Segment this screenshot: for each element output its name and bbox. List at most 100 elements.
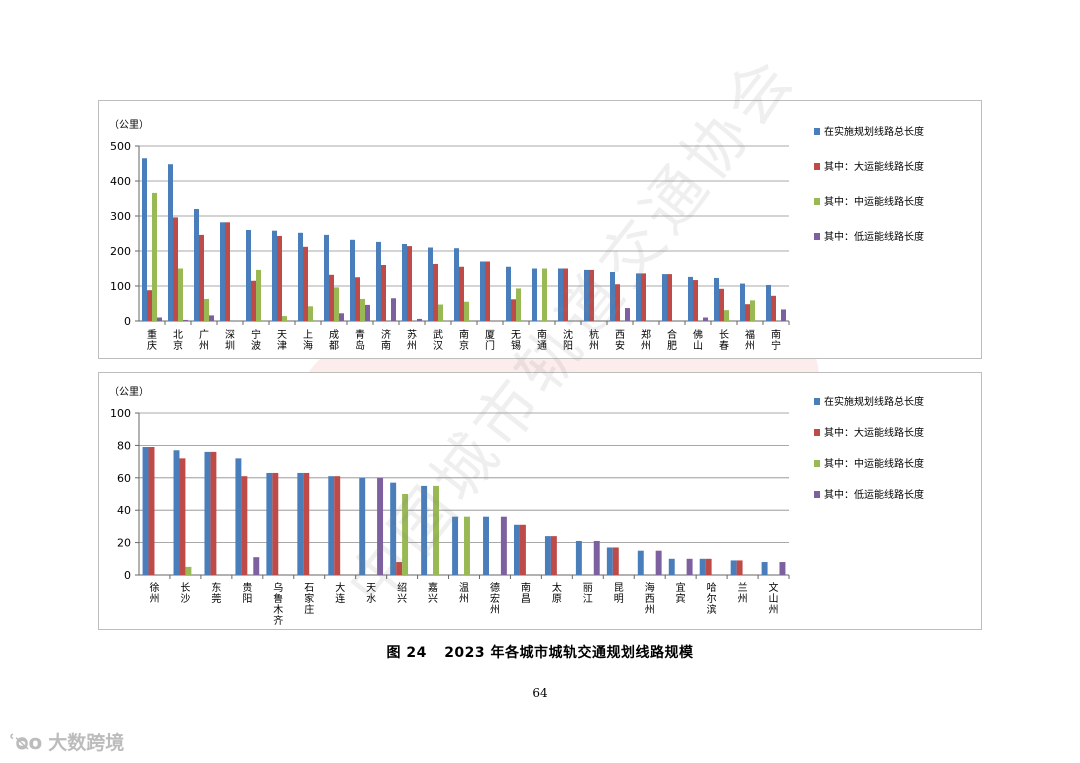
- x-category-label: 州: [459, 593, 469, 605]
- bar-large: [511, 299, 516, 321]
- legend-label: 在实施规划线路总长度: [824, 125, 924, 138]
- x-category-label: 温: [459, 582, 469, 594]
- bar-total: [297, 472, 304, 575]
- x-category-label: 广: [199, 329, 209, 341]
- y-tick-label: 300: [110, 210, 131, 223]
- x-category-label: 安: [615, 339, 625, 352]
- x-category-label: 明: [614, 593, 624, 605]
- x-category-label: 沙: [180, 593, 190, 605]
- bar-medium: [334, 287, 339, 321]
- bar-large: [589, 269, 594, 321]
- bar-total: [610, 272, 615, 321]
- bar-large: [736, 560, 743, 575]
- x-category-label: 都: [329, 340, 339, 352]
- x-category-label: 州: [769, 604, 779, 616]
- x-category-label: 岛: [355, 339, 365, 352]
- bar-medium: [204, 298, 209, 321]
- bar-total: [688, 276, 693, 321]
- x-category-label: 贵: [242, 581, 252, 594]
- bar-low: [253, 557, 260, 575]
- y-tick-label: 40: [117, 504, 131, 517]
- bar-total: [235, 458, 242, 575]
- x-category-label: 宁: [771, 339, 781, 352]
- x-category-label: 阳: [242, 593, 252, 605]
- x-category-label: 水: [366, 593, 376, 605]
- x-category-label: 嘉: [428, 581, 438, 594]
- legend-label: 其中：中运能线路长度: [824, 195, 924, 208]
- bar-large: [303, 472, 310, 575]
- x-category-label: 成: [329, 329, 339, 341]
- x-category-label: 上: [303, 329, 313, 341]
- x-category-label: 海: [645, 581, 655, 594]
- bar-large: [396, 562, 403, 575]
- x-category-label: 德: [490, 581, 500, 594]
- x-category-label: 汉: [433, 340, 443, 352]
- bar-chart-top: （公里）0100200300400500重庆北京广州深圳宁波天津上海成都青岛济南…: [109, 119, 924, 352]
- x-category-label: 郑: [641, 328, 651, 341]
- legend-label: 其中：大运能线路长度: [824, 426, 924, 439]
- bar-total: [142, 158, 147, 321]
- bar-low: [183, 319, 188, 321]
- bar-total: [194, 209, 199, 321]
- x-category-label: 济: [381, 328, 391, 341]
- page-number: 64: [532, 686, 548, 700]
- x-category-label: 昌: [521, 593, 531, 605]
- x-category-label: 波: [251, 339, 261, 352]
- bar-large: [199, 234, 204, 321]
- x-category-label: 文: [769, 581, 779, 594]
- x-category-label: 家: [304, 592, 314, 605]
- legend-label: 其中：中运能线路长度: [824, 457, 924, 470]
- x-category-label: 南: [521, 581, 531, 594]
- bar-large: [719, 288, 724, 321]
- bar-large: [745, 304, 750, 321]
- x-category-label: 西: [615, 330, 625, 341]
- chart-panel-top: （公里） 0 100 200 300 400 500 重庆北京广州深圳宁波天津上海成都青岛济南…: [98, 100, 982, 359]
- x-category-label: 原: [552, 593, 562, 605]
- legend-label: 其中：大运能线路长度: [824, 160, 924, 173]
- bar-low: [365, 304, 370, 321]
- x-category-label: 宏: [490, 592, 500, 605]
- brand-text: 大数跨境: [48, 732, 125, 754]
- y-tick-label: 80: [117, 439, 131, 452]
- bar-medium: [516, 288, 521, 321]
- bar-low: [686, 558, 693, 575]
- bar-total: [558, 268, 563, 321]
- bar-total: [168, 164, 173, 321]
- bar-total: [452, 516, 459, 575]
- bar-total: [376, 241, 381, 321]
- bar-large: [241, 476, 248, 575]
- legend-swatch-medium: [814, 198, 820, 205]
- bar-total: [514, 524, 520, 575]
- bar-large: [148, 447, 155, 575]
- x-category-label: 山: [769, 593, 779, 605]
- bar-medium: [360, 298, 365, 321]
- x-category-label: 沈: [563, 328, 573, 341]
- bar-total: [324, 234, 329, 321]
- bar-total: [636, 273, 641, 321]
- x-category-label: 滨: [707, 603, 717, 616]
- logo-icon: ʿᴓᴏ: [8, 729, 43, 754]
- x-category-label: 合: [667, 328, 677, 341]
- x-category-label: 州: [738, 593, 748, 605]
- x-category-label: 州: [490, 604, 500, 616]
- bar-large: [667, 274, 672, 321]
- bar-large: [210, 451, 217, 575]
- bar-low: [703, 317, 708, 321]
- bar-chart-bottom: （公里）020406080100徐州长沙东莞贵阳乌鲁木齐石家庄大连天水绍兴嘉兴温…: [109, 386, 924, 627]
- x-category-label: 州: [199, 340, 209, 352]
- brand-watermark: ʿᴓᴏ 大数跨境: [8, 728, 124, 755]
- bar-large: [771, 295, 776, 321]
- bar-total: [142, 447, 149, 575]
- x-category-label: 尔: [707, 592, 717, 605]
- x-category-label: 绍: [397, 581, 407, 594]
- x-category-label: 州: [589, 340, 599, 352]
- legend-swatch-low: [814, 233, 820, 240]
- bar-medium: [542, 268, 547, 321]
- y-tick-label: 20: [117, 537, 131, 550]
- bar-large: [179, 458, 186, 575]
- bar-total: [506, 266, 511, 321]
- bar-large: [563, 268, 568, 321]
- bar-total: [454, 248, 459, 321]
- bar-total: [272, 230, 277, 321]
- figure-title: 2023 年各城市城轨交通规划线路规模: [444, 645, 694, 661]
